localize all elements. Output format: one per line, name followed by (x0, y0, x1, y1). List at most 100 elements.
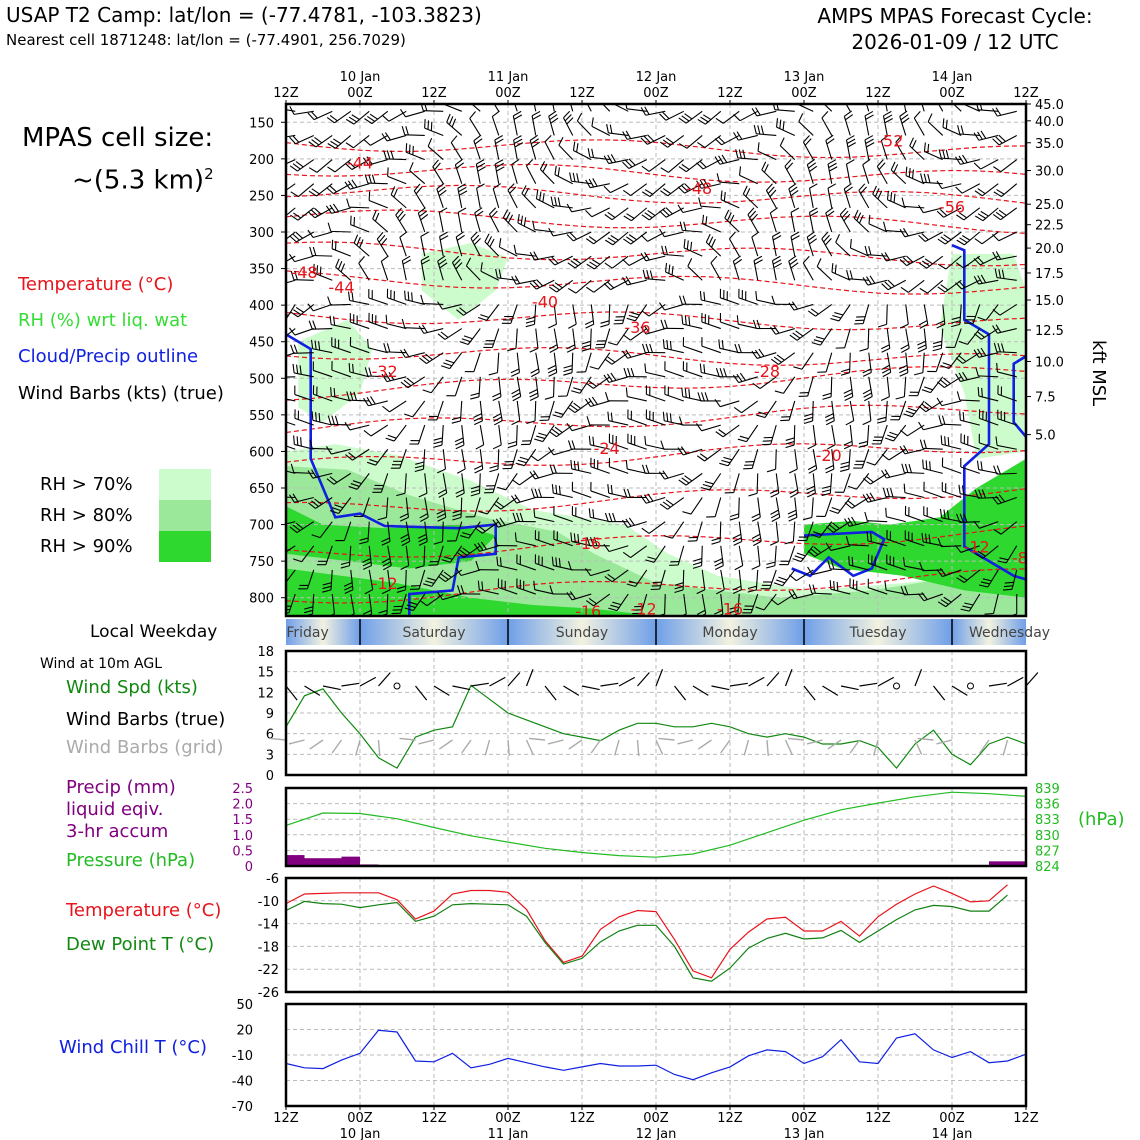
wind-barb-feather (833, 581, 835, 591)
wind-barb-feather (996, 362, 998, 372)
wind-barb (567, 561, 592, 571)
wind-barb (489, 449, 500, 473)
wind-barb-feather (516, 512, 520, 522)
surface-barb-grid (697, 739, 712, 750)
wind-barb-staff (343, 521, 352, 541)
top-time-tick-label: 12Z (421, 86, 447, 101)
wind-barb-feather (904, 463, 909, 473)
wind-barb-staff (630, 545, 648, 558)
wind-barb-feather (995, 251, 1002, 260)
wind-barb (900, 279, 925, 293)
wind-barb-feather (767, 186, 775, 194)
wind-barb-feather (609, 124, 613, 134)
wind-barb-feather (845, 420, 854, 426)
wind-barb (511, 158, 520, 184)
surface-barb-true (341, 682, 360, 687)
wind-barb-staff (486, 304, 500, 321)
wind-barb-staff (548, 400, 555, 421)
wind-barb (436, 591, 462, 601)
wind-barb-staff (387, 175, 407, 185)
wind-barb-feather (471, 95, 474, 103)
wind-barb-staff (979, 521, 999, 529)
wind-barb-feather (790, 207, 800, 213)
wind-barb (895, 376, 907, 400)
wind-barb-feather (937, 263, 947, 270)
wind-barb-feather (881, 253, 887, 262)
wind-barb-feather (714, 399, 721, 408)
wind-barb-staff (978, 375, 999, 378)
wind-barb-feather (820, 92, 824, 100)
wind-barb-staff (331, 369, 351, 378)
wind-barb (381, 132, 407, 142)
weekday-label: Sunday (556, 625, 608, 641)
wind-barb-feather (533, 508, 536, 518)
wind-barb-staff (747, 214, 759, 233)
wind-barb (584, 304, 595, 329)
wind-barb-staff (294, 394, 314, 402)
wind-barb (455, 567, 481, 577)
wind-barb-feather (330, 387, 332, 397)
wind-barb (899, 445, 925, 455)
wind-barb-feather (641, 464, 646, 474)
wind-barb-feather (933, 87, 939, 94)
wind-barb (681, 387, 703, 402)
wind-barb (752, 319, 777, 330)
wind-barb (513, 135, 524, 160)
wind-barb-feather (684, 183, 692, 191)
wind-barb (525, 159, 537, 184)
wind-barb (622, 158, 647, 169)
wind-barb-feather (887, 434, 896, 439)
wind-barb-feather (532, 114, 541, 120)
wind-barb-feather (844, 110, 852, 117)
wind-barb-feather (959, 574, 968, 581)
wind-barb-staff (295, 134, 314, 145)
wind-barb-feather (995, 211, 1004, 218)
wind-barb-feather (440, 331, 449, 338)
wind-barb (417, 521, 428, 546)
wind-barb-feather (353, 391, 357, 401)
wind-barb (349, 313, 370, 330)
wind-barb (335, 521, 352, 542)
wind-barb-feather (548, 110, 557, 117)
wind-barb-feather (359, 541, 369, 545)
wind-barb-staff (590, 569, 610, 577)
wind-barb-staff (710, 262, 722, 281)
wind-barb-feather (626, 317, 636, 322)
wind-barb-feather (493, 416, 502, 422)
wind-barb (286, 183, 296, 191)
isotherm-label: -12 (964, 538, 990, 557)
wind-barb-feather (742, 185, 748, 195)
wind-barb-feather (925, 460, 928, 470)
isotherm-label: -56 (939, 197, 965, 216)
precip-label: Precip (mm) (66, 777, 176, 798)
wind-barb-feather (918, 405, 927, 413)
wind-barb (817, 352, 833, 373)
wind-barb (586, 537, 610, 547)
wind-barb-staff (412, 400, 426, 418)
wind-barb-feather (810, 534, 820, 539)
wind-barb-feather (408, 601, 418, 606)
wind-barb (920, 173, 943, 185)
wind-barb-feather (664, 319, 668, 329)
wind-barb-feather (757, 125, 761, 135)
wind-barb-staff (457, 212, 463, 233)
wind-barb-feather (492, 392, 501, 398)
wind-barb (516, 578, 536, 595)
wind-barb-feather (366, 461, 376, 466)
surface-barb-true (304, 685, 321, 696)
wind-barb (769, 473, 780, 498)
isotherm-label: -32 (372, 362, 398, 381)
wind-barb-feather (623, 488, 628, 498)
wind-barb-feather (443, 362, 453, 367)
wind-barb (286, 376, 296, 378)
bottom-time-tick-label: 12Z (421, 1111, 447, 1126)
wind-barb (843, 183, 853, 209)
wind-barb-feather (346, 391, 350, 401)
wind-barb-feather (788, 468, 798, 474)
wind-barb-feather (958, 280, 966, 288)
wind-barb-feather (703, 178, 709, 187)
wind-barb-feather (919, 562, 924, 571)
wind-barb-feather (623, 367, 628, 377)
wind-barb-staff (825, 140, 833, 160)
wind-barb-feather (421, 259, 430, 265)
